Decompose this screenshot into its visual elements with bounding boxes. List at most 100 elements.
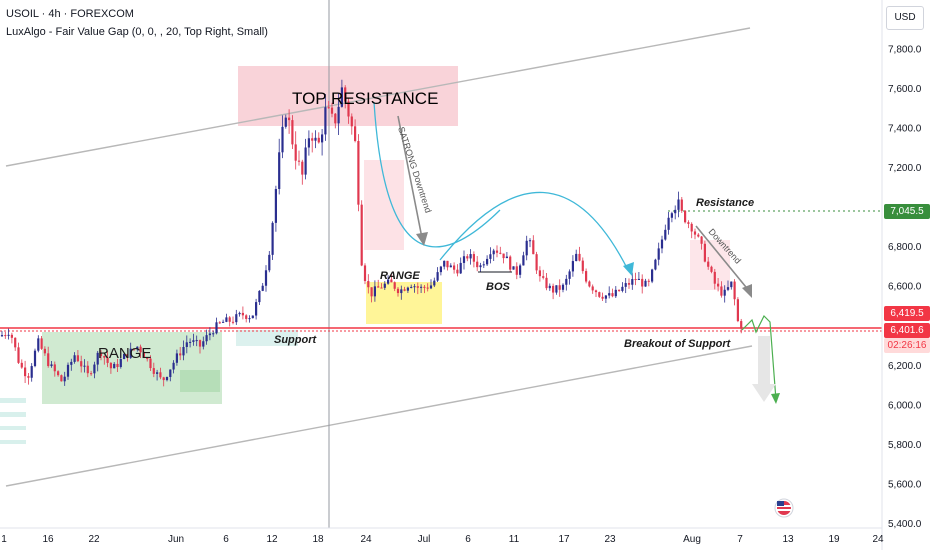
indicator-title[interactable]: LuxAlgo - Fair Value Gap (0, 0, , 20, To… [6,26,268,38]
x-tick-label: 6 [223,534,229,545]
projection-path [741,314,777,401]
candle [726,287,730,290]
candle [575,253,578,262]
candle [641,278,644,287]
downtrend-arrow [695,225,751,293]
candle [410,286,413,288]
candle [720,286,723,296]
candle [703,243,706,262]
symbol-title[interactable]: USOIL · 4h · FOREXCOM [6,8,134,20]
y-tick-label: 5,400.0 [888,519,922,530]
candle [304,147,307,175]
candle [231,321,235,323]
candle [129,348,132,358]
candle [350,116,353,127]
candle [601,296,604,299]
candle [654,259,657,270]
candle [142,352,145,359]
candle [175,353,178,363]
price-axis[interactable]: 7,800.0 7,600.0 7,400.0 7,200.0 6,800.0 6,600… [888,44,922,530]
x-tick-label: 18 [312,534,324,545]
x-tick-label: 12 [266,534,278,545]
candle [238,312,241,315]
candle [76,355,79,362]
candle [258,290,261,303]
fvg-zone-5 [0,412,26,417]
candle [281,126,284,153]
candle [387,279,390,284]
candle [436,272,439,281]
arc-arrowhead [623,262,634,276]
candle [73,355,76,362]
candle [327,107,330,109]
candle [486,258,489,265]
candle [324,107,327,135]
x-tick-label: 6 [465,534,471,545]
candle [189,341,192,343]
candle [426,287,429,289]
upper-price-tag: 6,419.5 [884,306,930,321]
candle [40,338,43,349]
candle [96,352,99,365]
candle [321,134,324,143]
candle [631,279,634,285]
candle [528,240,532,242]
candle [393,282,396,289]
candle [86,365,89,374]
candle [53,364,56,372]
candle [307,138,310,148]
candle [535,254,538,271]
x-tick-label: 19 [828,534,840,545]
time-axis[interactable]: 1 16 22 Jun 6 12 18 24 Jul 6 11 17 23 Aug 7 13 19 24 [1,534,884,545]
candle [644,280,647,287]
candle [476,261,479,268]
candle [63,376,66,382]
arc-curve [439,191,629,271]
candle [50,364,53,367]
candle [390,279,393,283]
candle [505,256,508,259]
candle [215,322,218,334]
x-tick-label: 23 [604,534,616,545]
candle [591,286,594,291]
fvg-zone-7 [0,440,26,444]
candle [429,285,433,289]
candle [248,318,251,320]
candle [4,335,7,337]
candle [192,340,195,342]
candle [179,353,182,356]
candle [552,285,555,293]
candle [66,364,70,377]
fvg-zone-3 [690,240,730,290]
candle [677,199,680,210]
candle [109,362,112,369]
current-price-tag: 6,401.6 [884,323,930,338]
candle [30,366,33,378]
candle [149,358,152,369]
candle [222,321,225,323]
candle [624,283,627,287]
candle [598,292,601,297]
candle [43,348,46,354]
candle [182,346,185,356]
downtrend-arrowhead [742,284,752,298]
candle [291,120,294,145]
currency-button[interactable]: USD [886,6,924,30]
x-tick-label: 24 [872,534,884,545]
us-flag-icon[interactable] [774,498,794,518]
x-tick-label: 22 [88,534,100,545]
candle [406,287,409,291]
candle [469,254,472,259]
candle [492,250,495,255]
candle [113,363,116,369]
candle [723,289,726,296]
candle [453,265,456,270]
x-tick-label: 17 [558,534,570,545]
candle [132,348,136,350]
strong-downtrend-arrowhead [416,232,428,246]
candle [479,265,482,268]
candle [264,270,268,286]
candle [680,199,683,211]
candle [334,113,337,124]
